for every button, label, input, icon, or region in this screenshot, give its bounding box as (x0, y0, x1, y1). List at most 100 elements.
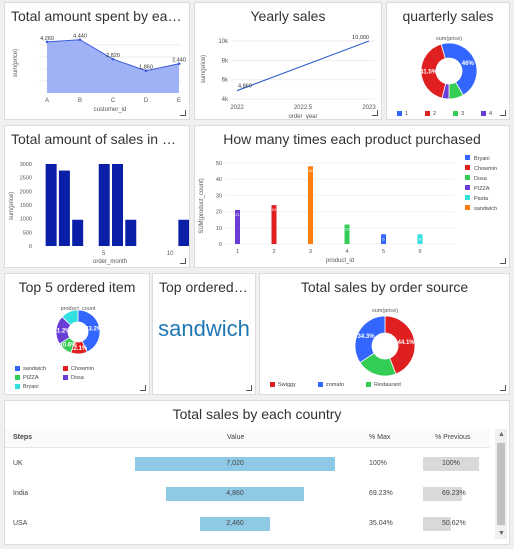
pie-slice (441, 83, 450, 100)
data-point (177, 62, 181, 66)
scroll-up-icon[interactable]: ▲ (498, 431, 505, 438)
legend-swatch (465, 165, 470, 170)
legend-swatch (425, 111, 430, 116)
pie-slice (384, 315, 416, 375)
x-tick-label: 4 (345, 249, 348, 255)
bar (45, 164, 57, 246)
y-tick-label: 40 (216, 177, 222, 183)
resize-handle[interactable] (180, 110, 186, 116)
resize-handle[interactable] (372, 110, 378, 116)
y-tick-label: 1500 (20, 203, 32, 209)
row-step: UK (13, 460, 23, 467)
donut-chart: sum(price) 41.5% 46% 1 2 3 4 (397, 36, 492, 117)
bar (98, 164, 110, 246)
header-value[interactable]: Value (227, 434, 245, 441)
table-row[interactable]: USA 2,460 35.04% 50.62% (5, 509, 490, 539)
legend-item: Chowmin (474, 166, 497, 172)
resize-handle[interactable] (500, 258, 506, 264)
data-label: 24 (272, 207, 277, 212)
data-label: 48 (308, 168, 313, 173)
chart-subtitle: product_count (61, 306, 96, 312)
x-tick-label: A (45, 98, 49, 104)
line-chart: 10k 8k 6k 4k sum(price) 2022 2022.5 2023 order_y… (201, 35, 376, 120)
bar (125, 219, 137, 246)
legend-item: Chowmin (71, 366, 94, 372)
x-axis-label: product_id (326, 258, 354, 264)
data-point (144, 69, 148, 72)
data-label: 2,820 (106, 53, 120, 59)
slice-label: 46% (462, 61, 475, 67)
pie-slice (61, 309, 79, 326)
header-steps[interactable]: Steps (13, 434, 33, 441)
resize-handle[interactable] (140, 385, 146, 391)
big-number-value: sandwich (158, 316, 250, 341)
legend-swatch (397, 111, 402, 116)
header-previous[interactable]: % Previous (435, 434, 471, 441)
card-product-purchases: How many times each product purchased 50… (194, 125, 510, 268)
y-tick-label: 10 (216, 226, 222, 232)
series-line (236, 40, 370, 92)
card-quarterly-sales: quarterly sales sum(price) 41.5% 46% 1 2 3 4 (386, 2, 510, 120)
y-tick-label: 30 (216, 193, 222, 199)
scrollbar-thumb[interactable] (497, 443, 505, 525)
x-tick-label: 2023 (362, 105, 376, 111)
data-label: 10,000 (352, 35, 369, 41)
bar (308, 166, 314, 244)
data-label: 4,260 (40, 36, 54, 42)
table-row[interactable]: India 4,860 69.23% 69.23% (5, 479, 490, 509)
table-row[interactable]: UK 7,020 100% 100% (5, 449, 490, 479)
slice-label: 21.2% (54, 328, 72, 334)
y-axis-label: sum(price) (9, 192, 15, 220)
resize-handle[interactable] (180, 258, 186, 264)
value-bar (199, 517, 271, 531)
data-label: 4,440 (73, 34, 87, 40)
row-previous: 50.62% (442, 520, 466, 527)
previous-bar (423, 457, 479, 471)
table-header: Steps Value % Max % Previous (5, 429, 490, 448)
y-tick-label: 2000 (20, 189, 32, 195)
x-axis-label: order_year (288, 114, 317, 120)
slice-label: 12.1% (70, 346, 88, 352)
x-axis-label: customer_id (94, 107, 127, 113)
resize-handle[interactable] (500, 110, 506, 116)
data-label: 4,860 (238, 84, 252, 90)
pie-slice (420, 43, 447, 99)
legend-swatch (318, 382, 323, 387)
data-label: 12 (345, 227, 350, 232)
bar (58, 170, 70, 246)
legend-swatch (63, 366, 68, 371)
slice-label: 41.5% (420, 69, 438, 75)
legend-swatch (465, 155, 470, 160)
x-tick-label: 1 (236, 249, 239, 255)
data-point (45, 40, 49, 44)
y-axis-label: SUM(product_count) (199, 178, 205, 233)
x-axis-label: order_month (93, 259, 127, 265)
y-tick-label: 2500 (20, 176, 32, 182)
legend-swatch (63, 375, 68, 380)
value-bar (135, 457, 335, 471)
resize-handle[interactable] (246, 385, 252, 391)
scroll-down-icon[interactable]: ▼ (498, 530, 505, 537)
y-tick-label: 3000 (20, 162, 32, 168)
data-point (111, 57, 115, 61)
x-tick-label: 2022.5 (294, 105, 313, 111)
legend-item: 1 (405, 111, 408, 117)
row-max: 69.23% (369, 490, 393, 497)
y-tick-label: 50 (216, 161, 222, 167)
legend-swatch (15, 375, 20, 380)
legend-item: sandwich (474, 206, 497, 212)
legend-item: PIZZA (474, 186, 490, 192)
data-label: 6 (419, 236, 422, 241)
legend-swatch (465, 185, 470, 190)
legend-item: Pasta (474, 196, 489, 202)
area-series (47, 39, 179, 93)
resize-handle[interactable] (500, 385, 506, 391)
row-value: 2,460 (226, 520, 244, 527)
header-max[interactable]: % Max (369, 434, 391, 441)
value-bar (165, 487, 305, 501)
scrollbar[interactable]: ▲ ▼ (495, 429, 507, 539)
x-tick-label: 2 (272, 249, 275, 255)
card-top5-items: Top 5 ordered item product_count 43.2% 12.… (4, 273, 150, 395)
legend-swatch (15, 384, 20, 389)
